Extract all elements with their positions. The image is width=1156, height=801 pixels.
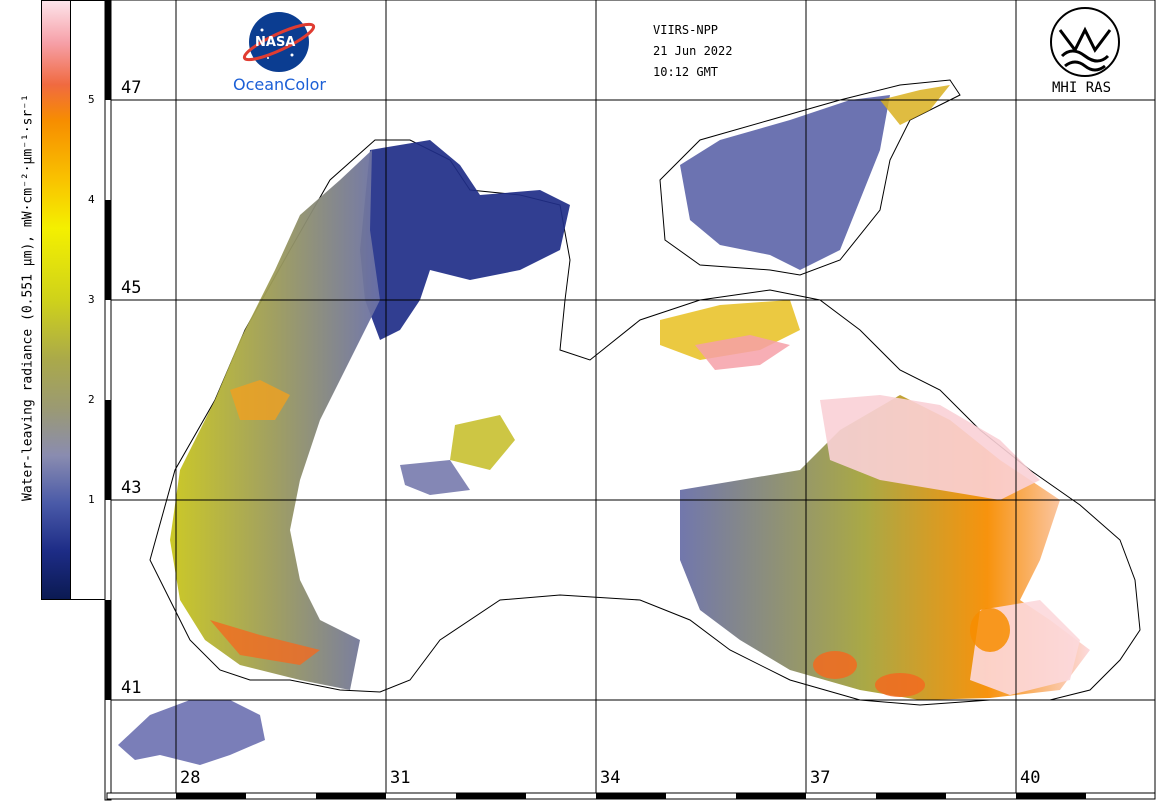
time-label: 10:12 GMT <box>653 65 719 79</box>
colorbar-tick-4: 4 <box>88 193 95 206</box>
sensor-label: VIIRS-NPP <box>653 23 719 37</box>
central-patch-2 <box>400 460 470 495</box>
sw-coastal-bloom <box>210 620 320 665</box>
eastern-bloom-pink <box>820 395 1040 500</box>
left-scale-bar <box>104 0 112 801</box>
lat-label-43: 43 <box>120 478 143 498</box>
kerch-bloom-pink <box>695 335 790 370</box>
colorbar-tick-frame <box>71 0 107 600</box>
lat-label-47: 47 <box>120 78 143 98</box>
lon-label-28: 28 <box>180 768 201 788</box>
nw-shelf-dark-water <box>360 140 570 340</box>
nasa-logo <box>242 12 316 72</box>
mhi-caption: MHI RAS <box>1052 80 1112 96</box>
latitude-grid <box>107 99 1155 701</box>
eddy-3 <box>970 608 1010 652</box>
date-label: 21 Jun 2022 <box>653 44 733 58</box>
lon-label-31: 31 <box>390 768 411 788</box>
colorbar-tick-3: 3 <box>88 293 95 306</box>
oceancolor-caption: OceanColor <box>233 75 326 94</box>
colorbar-tick-2: 2 <box>88 393 95 406</box>
colorbar <box>41 0 71 600</box>
lon-label-34: 34 <box>600 768 621 788</box>
eddy-1 <box>813 651 857 679</box>
marmara-water <box>118 700 265 765</box>
azov-water <box>680 95 890 270</box>
colorbar-tick-1: 1 <box>88 493 95 506</box>
lat-label-45: 45 <box>120 278 143 298</box>
bottom-scale-bar <box>106 792 1156 800</box>
eddy-2 <box>875 673 925 697</box>
lon-label-40: 40 <box>1020 768 1041 788</box>
longitude-grid <box>175 0 1017 795</box>
lon-label-37: 37 <box>810 768 831 788</box>
mhi-logo <box>1050 7 1120 77</box>
central-patch <box>450 415 515 470</box>
lat-label-41: 41 <box>120 678 143 698</box>
nasa-logo-text: NASA <box>255 35 296 50</box>
western-coastal-bloom <box>230 380 290 420</box>
colorbar-tick-5: 5 <box>88 93 95 106</box>
azov-bloom <box>880 85 950 125</box>
